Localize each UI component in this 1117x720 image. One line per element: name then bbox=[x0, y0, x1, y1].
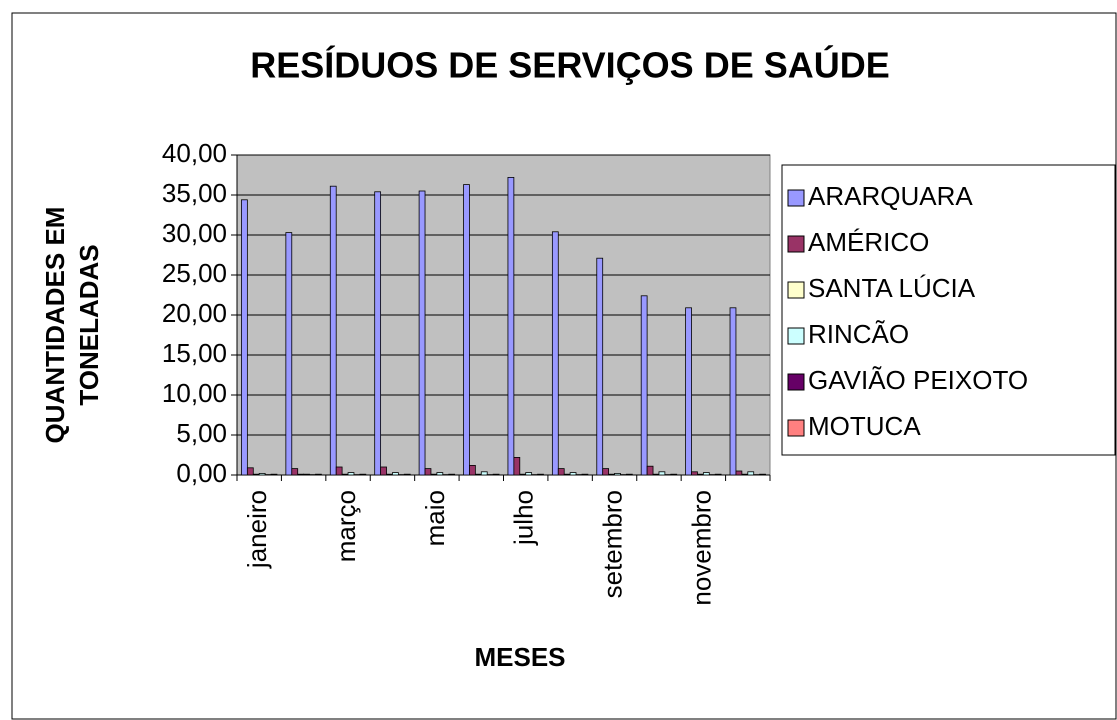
bar bbox=[297, 473, 305, 476]
bar bbox=[551, 231, 559, 476]
legend-label: RINCÃO bbox=[808, 319, 909, 349]
bar bbox=[608, 473, 615, 476]
legend-swatch bbox=[787, 419, 805, 437]
x-tick-label: julho bbox=[509, 490, 539, 546]
y-axis-title: TONELADAS bbox=[74, 244, 104, 405]
bar bbox=[697, 473, 704, 476]
bar bbox=[685, 307, 692, 476]
bar bbox=[329, 185, 337, 476]
bar bbox=[436, 472, 444, 476]
legend-swatch bbox=[787, 327, 805, 345]
legend-swatch bbox=[787, 235, 805, 253]
bar bbox=[670, 473, 678, 476]
bar bbox=[285, 232, 293, 476]
bar bbox=[507, 176, 515, 476]
bar bbox=[246, 467, 254, 476]
bar bbox=[448, 473, 456, 476]
bar bbox=[424, 468, 432, 476]
bar bbox=[341, 473, 349, 476]
bar bbox=[430, 473, 438, 476]
bar bbox=[735, 470, 743, 476]
bar bbox=[557, 468, 565, 476]
y-tick-label: 40,00 bbox=[162, 138, 227, 168]
bar bbox=[252, 473, 260, 476]
bar bbox=[652, 473, 660, 476]
bar bbox=[241, 199, 248, 476]
legend-label: GAVIÃO PEIXOTO bbox=[808, 365, 1028, 395]
bar bbox=[602, 468, 610, 476]
bar bbox=[418, 190, 426, 476]
y-tick-label: 10,00 bbox=[162, 378, 227, 408]
x-axis-title: MESES bbox=[474, 642, 565, 672]
y-tick-label: 35,00 bbox=[162, 178, 227, 208]
bar bbox=[463, 184, 470, 476]
y-tick-label: 25,00 bbox=[162, 258, 227, 288]
x-tick-label: maio bbox=[420, 490, 450, 546]
bar bbox=[519, 473, 527, 476]
bar bbox=[563, 473, 571, 476]
bar bbox=[581, 473, 589, 476]
x-tick-label: março bbox=[331, 490, 361, 562]
bar bbox=[347, 472, 355, 476]
y-axis-title: QUANTIDADES EM bbox=[40, 207, 70, 444]
legend-label: SANTA LÚCIA bbox=[808, 273, 976, 303]
y-tick-label: 30,00 bbox=[162, 218, 227, 248]
y-tick-label: 0,00 bbox=[176, 458, 227, 488]
bar bbox=[335, 466, 343, 476]
bar bbox=[513, 456, 521, 476]
bar bbox=[492, 473, 500, 476]
bar bbox=[625, 473, 633, 476]
bar bbox=[729, 307, 737, 476]
legend-swatch bbox=[787, 373, 805, 391]
y-tick-label: 20,00 bbox=[162, 298, 227, 328]
bar bbox=[702, 472, 710, 476]
legend-label: ARARQUARA bbox=[808, 181, 973, 211]
bar bbox=[747, 471, 755, 476]
legend-box bbox=[781, 164, 1116, 456]
bar bbox=[258, 472, 266, 476]
bar bbox=[658, 471, 666, 476]
legend-swatch bbox=[787, 281, 805, 299]
bar bbox=[386, 473, 393, 476]
bar bbox=[741, 473, 749, 476]
bar bbox=[646, 465, 654, 476]
legend-swatch bbox=[787, 189, 805, 207]
bar bbox=[474, 473, 482, 476]
y-tick-label: 15,00 bbox=[162, 338, 227, 368]
bar bbox=[596, 257, 604, 476]
bar bbox=[640, 295, 648, 476]
x-tick-label: setembro bbox=[597, 490, 627, 598]
bar bbox=[469, 464, 476, 476]
bar bbox=[380, 466, 387, 476]
bar bbox=[270, 473, 278, 476]
x-tick-label: novembro bbox=[686, 490, 716, 606]
bar bbox=[525, 472, 533, 476]
bar bbox=[303, 473, 310, 476]
bar bbox=[403, 473, 411, 476]
bar bbox=[315, 473, 322, 476]
legend-label: MOTUCA bbox=[808, 411, 921, 441]
y-tick-label: 5,00 bbox=[176, 418, 227, 448]
bar bbox=[291, 468, 299, 476]
bar bbox=[537, 473, 544, 476]
bar bbox=[359, 473, 367, 476]
legend-label: AMÉRICO bbox=[808, 227, 929, 257]
bar bbox=[714, 473, 722, 476]
chart-title: RESÍDUOS DE SERVIÇOS DE SAÚDE bbox=[250, 44, 889, 86]
bar bbox=[691, 471, 698, 476]
bar bbox=[480, 471, 488, 476]
x-tick-label: janeiro bbox=[242, 490, 272, 569]
bar bbox=[374, 191, 382, 476]
bar bbox=[392, 472, 399, 476]
bar bbox=[759, 473, 766, 476]
bar bbox=[614, 472, 621, 476]
bar bbox=[569, 472, 577, 476]
